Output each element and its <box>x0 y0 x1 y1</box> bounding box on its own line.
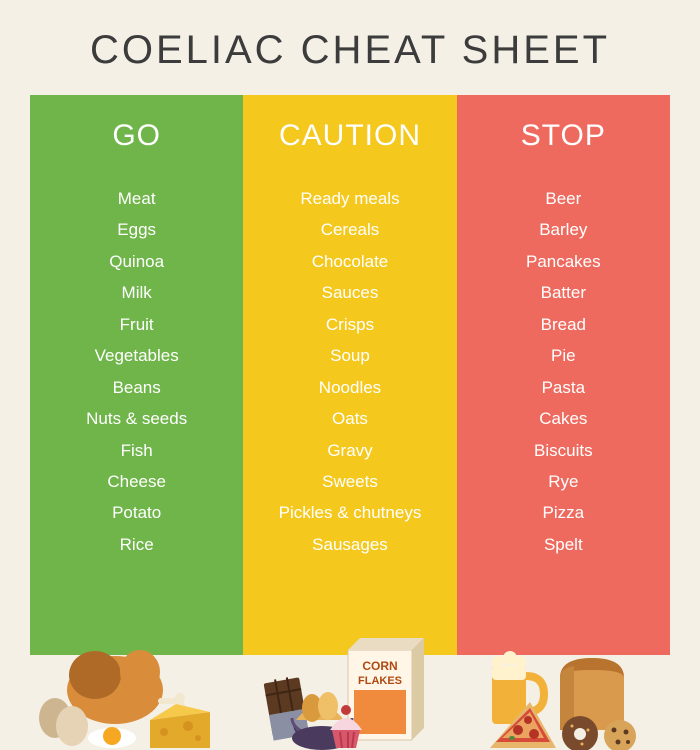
list-item: Pasta <box>463 372 664 403</box>
list-item: Cheese <box>36 466 237 497</box>
columns-container: GO Meat Eggs Quinoa Milk Fruit Vegetable… <box>0 95 700 655</box>
chips-bowl-icon <box>292 692 352 750</box>
column-go-list: Meat Eggs Quinoa Milk Fruit Vegetables B… <box>36 183 237 560</box>
page-title: COELIAC CHEAT SHEET <box>0 0 700 95</box>
column-go-header: GO <box>36 119 237 153</box>
list-item: Potato <box>36 497 237 528</box>
cupcake-icon <box>330 705 362 748</box>
cornflakes-text-2: FLAKES <box>358 675 402 687</box>
list-item: Cereals <box>249 214 450 245</box>
column-caution: CAUTION Ready meals Cereals Chocolate Sa… <box>243 95 456 655</box>
list-item: Bread <box>463 309 664 340</box>
list-item: Fish <box>36 435 237 466</box>
list-item: Rye <box>463 466 664 497</box>
donut-icon <box>562 716 598 750</box>
list-item: Spelt <box>463 529 664 560</box>
list-item: Barley <box>463 214 664 245</box>
list-item: Fruit <box>36 309 237 340</box>
list-item: Vegetables <box>36 340 237 371</box>
column-caution-header: CAUTION <box>249 119 450 153</box>
list-item: Crisps <box>249 309 450 340</box>
chocolate-icon <box>264 677 310 740</box>
cornflakes-text-1: CORN <box>362 659 397 673</box>
list-item: Biscuits <box>463 435 664 466</box>
list-item: Soup <box>249 340 450 371</box>
column-stop-header: STOP <box>463 119 664 153</box>
list-item: Beans <box>36 372 237 403</box>
column-stop-list: Beer Barley Pancakes Batter Bread Pie Pa… <box>463 183 664 560</box>
column-caution-list: Ready meals Cereals Chocolate Sauces Cri… <box>249 183 450 560</box>
list-item: Chocolate <box>249 246 450 277</box>
list-item: Gravy <box>249 435 450 466</box>
pizza-icon <box>490 702 556 748</box>
chicken-icon <box>67 650 185 724</box>
list-item: Oats <box>249 403 450 434</box>
list-item: Nuts & seeds <box>36 403 237 434</box>
list-item: Pie <box>463 340 664 371</box>
beer-icon <box>492 651 544 724</box>
list-item: Noodles <box>249 372 450 403</box>
list-item: Eggs <box>36 214 237 245</box>
list-item: Pancakes <box>463 246 664 277</box>
list-item: Pickles & chutneys <box>249 497 450 528</box>
cheese-icon <box>150 704 210 748</box>
bread-icon <box>560 658 624 730</box>
column-stop: STOP Beer Barley Pancakes Batter Bread P… <box>457 95 670 655</box>
list-item: Pizza <box>463 497 664 528</box>
list-item: Batter <box>463 277 664 308</box>
list-item: Sausages <box>249 529 450 560</box>
list-item: Ready meals <box>249 183 450 214</box>
list-item: Quinoa <box>36 246 237 277</box>
list-item: Beer <box>463 183 664 214</box>
list-item: Rice <box>36 529 237 560</box>
list-item: Cakes <box>463 403 664 434</box>
eggs-icon <box>39 698 136 748</box>
list-item: Sauces <box>249 277 450 308</box>
list-item: Milk <box>36 277 237 308</box>
list-item: Meat <box>36 183 237 214</box>
column-go: GO Meat Eggs Quinoa Milk Fruit Vegetable… <box>30 95 243 655</box>
cookie-icon <box>604 720 636 750</box>
list-item: Sweets <box>249 466 450 497</box>
